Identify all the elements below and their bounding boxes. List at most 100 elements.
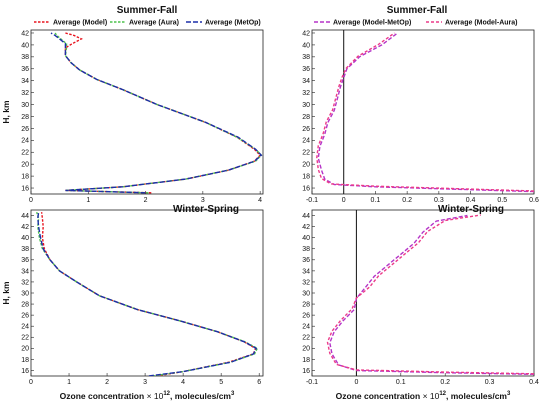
y-tick-label: 30	[302, 102, 310, 109]
y-tick-label: 42	[21, 30, 29, 37]
x-tick-label: 2	[144, 197, 148, 204]
y-tick-label: 34	[302, 78, 310, 85]
x-axis-label-main: Ozone concentration	[60, 391, 147, 401]
y-tick-label: 28	[21, 114, 29, 121]
x-tick-label: 0.3	[434, 197, 444, 204]
y-tick-label: 16	[21, 368, 29, 375]
x-tick-label: 0.1	[371, 197, 381, 204]
y-tick-label: 28	[302, 114, 310, 121]
y-tick-label: 42	[21, 224, 29, 231]
y-tick-label: 18	[21, 357, 29, 364]
y-tick-label: 40	[302, 42, 310, 49]
y-tick-label: 32	[21, 279, 29, 286]
x-tick-label: 0.5	[497, 197, 507, 204]
legend-label: Average (Model)	[53, 20, 107, 27]
y-tick-label: 22	[302, 150, 310, 157]
plot-frame	[30, 209, 264, 377]
y-tick-label: 38	[21, 246, 29, 253]
x-axis-label-units-exponent: 3	[231, 391, 235, 397]
x-tick-label: -0.1	[306, 379, 318, 386]
legend-label: Average (MetOp)	[205, 20, 261, 27]
y-tick-label: 20	[21, 162, 29, 169]
series-line-3	[37, 212, 258, 376]
chart-panel-2: Summer-Fall 16 18 20 22 24 26 28 30 32 34 36 38 40 42 -…	[302, 5, 539, 204]
chart-title: Winter-Spring	[438, 204, 504, 215]
plot-frame	[311, 29, 535, 195]
y-tick-label: 44	[21, 213, 29, 220]
y-tick-label: 26	[21, 313, 29, 320]
y-tick-label: 32	[302, 90, 310, 97]
x-tick-label: 0.4	[529, 379, 539, 386]
legend-entry-1: Average (Model)	[34, 20, 107, 27]
legend-entry-2: Average (Aura)	[110, 20, 179, 27]
y-tick-label: 40	[21, 42, 29, 49]
series-line-1	[329, 214, 534, 375]
y-tick-label: 28	[21, 301, 29, 308]
x-axis-label-exponent: 12	[163, 391, 170, 397]
y-tick-label: 22	[302, 335, 310, 342]
x-tick-label: 3	[143, 379, 147, 386]
x-axis-label-times: × 10	[147, 391, 164, 401]
y-tick-label: 34	[302, 268, 310, 275]
chart-title: Summer-Fall	[117, 5, 178, 16]
y-tick-label: 36	[21, 257, 29, 264]
x-tick-label: 0.6	[529, 197, 539, 204]
x-tick-label: 4	[181, 379, 185, 386]
y-tick-label: 30	[21, 290, 29, 297]
x-tick-label: 1	[67, 379, 71, 386]
y-tick-label: 24	[21, 138, 29, 145]
y-tick-label: 34	[21, 268, 29, 275]
x-tick-label: 0.1	[396, 379, 406, 386]
y-tick-label: 20	[302, 162, 310, 169]
chart-panel-3: Winter-Spring161820222426283032343638404…	[1, 204, 264, 401]
y-tick-label: 34	[21, 78, 29, 85]
y-tick-label: 40	[21, 235, 29, 242]
legend-entry-1: Average (Model-MetOp)	[314, 20, 411, 27]
y-tick-label: 38	[302, 54, 310, 61]
y-tick-label: 36	[302, 257, 310, 264]
x-tick-label: 4	[258, 197, 262, 204]
legend-label: Average (Model-MetOp)	[333, 20, 411, 27]
chart-title: Winter-Spring	[173, 204, 239, 215]
y-tick-label: 22	[21, 150, 29, 157]
chart-panel-1: Summer-Fall16182022242628303234363840420…	[1, 5, 264, 204]
x-tick-label: 0.4	[466, 197, 476, 204]
y-axis-label: H, km	[1, 281, 11, 305]
y-tick-label: 18	[21, 174, 29, 181]
plot-frame	[30, 29, 264, 195]
chart-panel-4: Winter-Spring161820222426283032343638404…	[302, 204, 539, 401]
y-tick-label: 22	[21, 335, 29, 342]
y-tick-label: 28	[302, 301, 310, 308]
y-tick-label: 32	[302, 279, 310, 286]
x-tick-label: 2	[105, 379, 109, 386]
series-line-1	[317, 32, 534, 193]
x-tick-label: 0.3	[485, 379, 495, 386]
y-tick-label: 32	[21, 90, 29, 97]
y-tick-label: 44	[302, 213, 310, 220]
y-tick-label: 18	[302, 357, 310, 364]
x-axis-label: Ozone concentration × 1012, molecules/cm…	[60, 391, 235, 401]
plot-frame	[311, 209, 535, 377]
y-tick-label: 30	[21, 102, 29, 109]
series-line-2	[36, 211, 259, 376]
x-tick-label: 0	[29, 197, 33, 204]
y-tick-label: 38	[21, 54, 29, 61]
x-tick-label: 3	[201, 197, 205, 204]
legend-entry-2: Average (Model-Aura)	[426, 20, 517, 27]
y-tick-label: 20	[302, 346, 310, 353]
chart-title: Summer-Fall	[387, 5, 448, 16]
x-tick-label: 6	[257, 379, 261, 386]
y-tick-label: 24	[21, 324, 29, 331]
legend-label: Average (Aura)	[129, 20, 179, 27]
series-line-3	[50, 32, 263, 194]
y-tick-label: 16	[21, 185, 29, 192]
x-axis-label-units: , molecules/cm	[446, 391, 507, 401]
y-axis-label: H, km	[1, 100, 11, 124]
y-tick-label: 42	[302, 30, 310, 37]
y-tick-label: 24	[302, 324, 310, 331]
y-tick-label: 38	[302, 246, 310, 253]
x-tick-label: 0.2	[402, 197, 412, 204]
series-line-1	[40, 212, 257, 376]
x-axis-label-times: × 10	[423, 391, 440, 401]
